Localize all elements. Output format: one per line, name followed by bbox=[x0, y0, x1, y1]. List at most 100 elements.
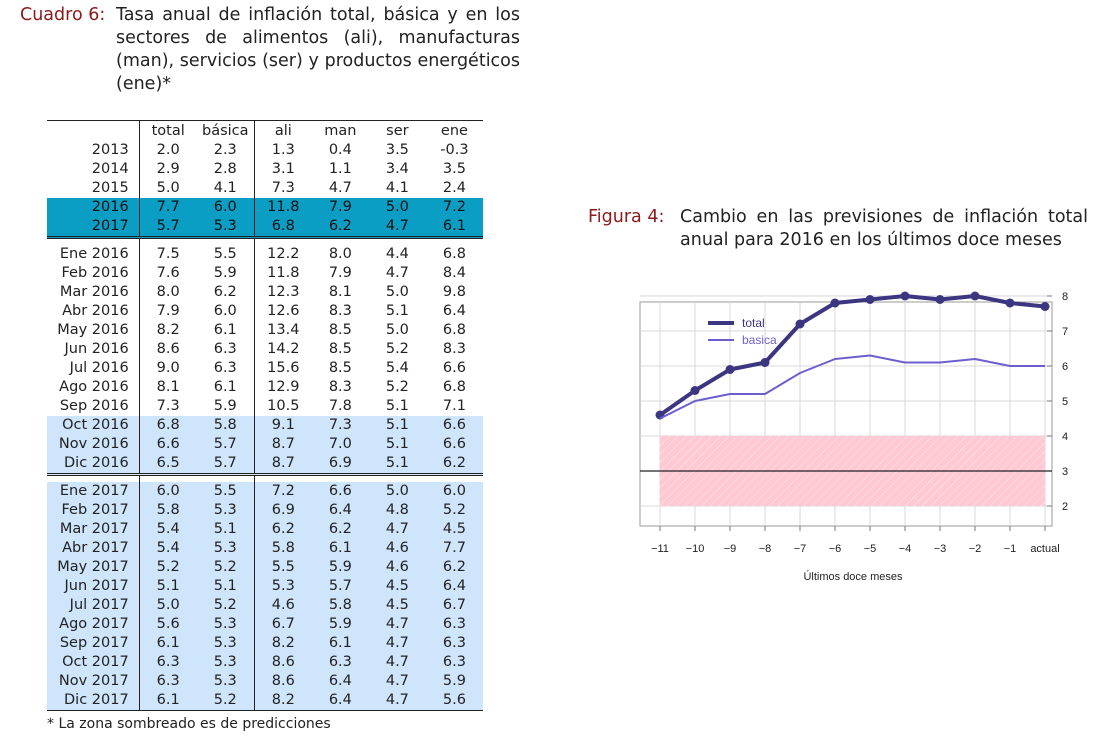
table-cell: 6.2 bbox=[196, 283, 255, 302]
table-cell: 4.7 bbox=[385, 265, 409, 281]
series-point-total bbox=[795, 319, 805, 329]
table-cell: 8.2 bbox=[254, 691, 312, 711]
table-cell: 6.0 bbox=[425, 482, 483, 501]
series-point-total bbox=[725, 365, 735, 374]
table-cell: 12.3 bbox=[267, 284, 300, 300]
table-cell bbox=[425, 236, 483, 245]
table-cell: 5.1 bbox=[139, 577, 197, 596]
table-cell: 4.1 bbox=[196, 179, 255, 198]
annual-row: 2013 2.0 2.3 1.3 0.4 3.5 -0.3 bbox=[47, 141, 483, 160]
table-cell: 4.7 bbox=[368, 672, 426, 691]
table-cell: 6.4 bbox=[311, 501, 369, 520]
table-cell: 5.0 bbox=[385, 284, 409, 300]
table-cell: 5.2 bbox=[385, 341, 409, 357]
table-cell: 7.7 bbox=[139, 198, 197, 217]
table-cell: 6.6 bbox=[425, 435, 483, 454]
table-cell: 5.1 bbox=[368, 435, 426, 454]
row-label: Mar 2017 bbox=[47, 520, 140, 539]
table-cell: 11.8 bbox=[267, 265, 300, 281]
table-cell: 6.1 bbox=[425, 217, 483, 238]
table-cell: 5.1 bbox=[385, 303, 409, 319]
table-cell: 6.9 bbox=[254, 501, 312, 520]
table-cell: 6.2 bbox=[311, 217, 369, 238]
table-cell: 6.3 bbox=[139, 672, 197, 691]
table-cell: 2.0 bbox=[156, 142, 180, 158]
table-cell: 3.5 bbox=[385, 142, 409, 158]
row-label: Dic 2016 bbox=[47, 454, 140, 475]
table-cell: 6.2 bbox=[311, 520, 369, 539]
table-cell: 8.5 bbox=[328, 360, 352, 376]
monthly-row: Ago 2016 8.1 6.1 12.9 8.3 5.2 6.8 bbox=[47, 378, 483, 397]
table-cell: 8.6 bbox=[254, 653, 312, 672]
table-cell: 5.0 bbox=[368, 198, 426, 217]
table-cell: 5.5 bbox=[254, 558, 312, 577]
table-cell: 6.3 bbox=[311, 653, 369, 672]
table-cell: 5.2 bbox=[196, 596, 255, 615]
table-cell: 5.8 bbox=[196, 416, 255, 435]
table-cell: 4.5 bbox=[368, 577, 426, 596]
table-cell: 0.4 bbox=[328, 142, 352, 158]
section-gap bbox=[47, 473, 483, 482]
table-cell: 7.3 bbox=[311, 416, 369, 435]
row-label: 2013 bbox=[47, 141, 140, 160]
table-cell: 1.1 bbox=[328, 161, 352, 177]
table-cell bbox=[196, 473, 255, 482]
table-cell: 2.4 bbox=[442, 180, 466, 196]
table-cell: 7.5 bbox=[156, 246, 180, 262]
row-label: 2017 bbox=[47, 217, 140, 238]
table-cell: 4.8 bbox=[368, 501, 426, 520]
x-tick-label: −3 bbox=[934, 543, 947, 555]
table-cell: 5.3 bbox=[196, 672, 255, 691]
table-cell: -0.3 bbox=[440, 142, 469, 158]
row-label: Abr 2017 bbox=[47, 539, 140, 558]
table-cell: 6.6 bbox=[425, 416, 483, 435]
table-cell: 5.2 bbox=[139, 558, 197, 577]
monthly-row: Feb 2017 5.8 5.3 6.9 6.4 4.8 5.2 bbox=[47, 501, 483, 520]
table-cell: 2.9 bbox=[156, 161, 180, 177]
table-cell: 7.2 bbox=[254, 482, 312, 501]
row-label: Mar 2016 bbox=[47, 283, 140, 302]
row-label bbox=[47, 236, 140, 245]
table-cell: 8.3 bbox=[328, 303, 352, 319]
series-point-total bbox=[865, 295, 875, 304]
monthly-row: Mar 2017 5.4 5.1 6.2 6.2 4.7 4.5 bbox=[47, 520, 483, 539]
row-label: Jun 2016 bbox=[47, 340, 140, 359]
table-cell: 5.1 bbox=[368, 416, 426, 435]
monthly-row: Jul 2016 9.0 6.3 15.6 8.5 5.4 6.6 bbox=[47, 359, 483, 378]
table-cell: 14.2 bbox=[267, 341, 300, 357]
row-label: Sep 2017 bbox=[47, 634, 140, 653]
table-cell: 9.0 bbox=[156, 360, 180, 376]
row-label: Jul 2016 bbox=[47, 359, 140, 378]
x-tick-label: −10 bbox=[686, 543, 705, 555]
table-header-row: total básica ali man ser ene bbox=[47, 120, 483, 141]
table-cell: 5.3 bbox=[196, 539, 255, 558]
table-cell bbox=[425, 473, 483, 482]
table-cell: 7.1 bbox=[442, 398, 466, 414]
series-point-total bbox=[900, 291, 910, 301]
column-header: ene bbox=[425, 120, 483, 141]
table-cell: 6.6 bbox=[311, 482, 369, 501]
table-cell: 6.7 bbox=[425, 596, 483, 615]
annual-row: 2015 5.0 4.1 7.3 4.7 4.1 2.4 bbox=[47, 179, 483, 198]
x-tick-label: −11 bbox=[651, 543, 669, 555]
table-cell: 4.7 bbox=[368, 520, 426, 539]
column-header: man bbox=[311, 120, 369, 141]
table-cell bbox=[311, 236, 369, 245]
table-cell: 4.7 bbox=[328, 180, 352, 196]
table-caption-label: Cuadro 6: bbox=[20, 5, 106, 25]
row-label: Ene 2017 bbox=[47, 482, 140, 501]
table-cell: 12.2 bbox=[267, 246, 300, 262]
table-cell: 8.7 bbox=[254, 435, 312, 454]
table-cell: 6.7 bbox=[254, 615, 312, 634]
table-cell: 3.1 bbox=[271, 161, 295, 177]
monthly-row: Dic 2016 6.5 5.7 8.7 6.9 5.1 6.2 bbox=[47, 454, 483, 475]
table-cell: 5.9 bbox=[196, 264, 255, 283]
table-cell: 6.4 bbox=[442, 303, 466, 319]
table-cell: 4.6 bbox=[368, 539, 426, 558]
table-cell: 6.1 bbox=[139, 691, 197, 711]
table-cell: 7.2 bbox=[425, 198, 483, 217]
table-cell bbox=[196, 236, 255, 245]
row-label: Jun 2017 bbox=[47, 577, 140, 596]
x-tick-label: −1 bbox=[1004, 543, 1017, 555]
table-cell: 5.6 bbox=[139, 615, 197, 634]
